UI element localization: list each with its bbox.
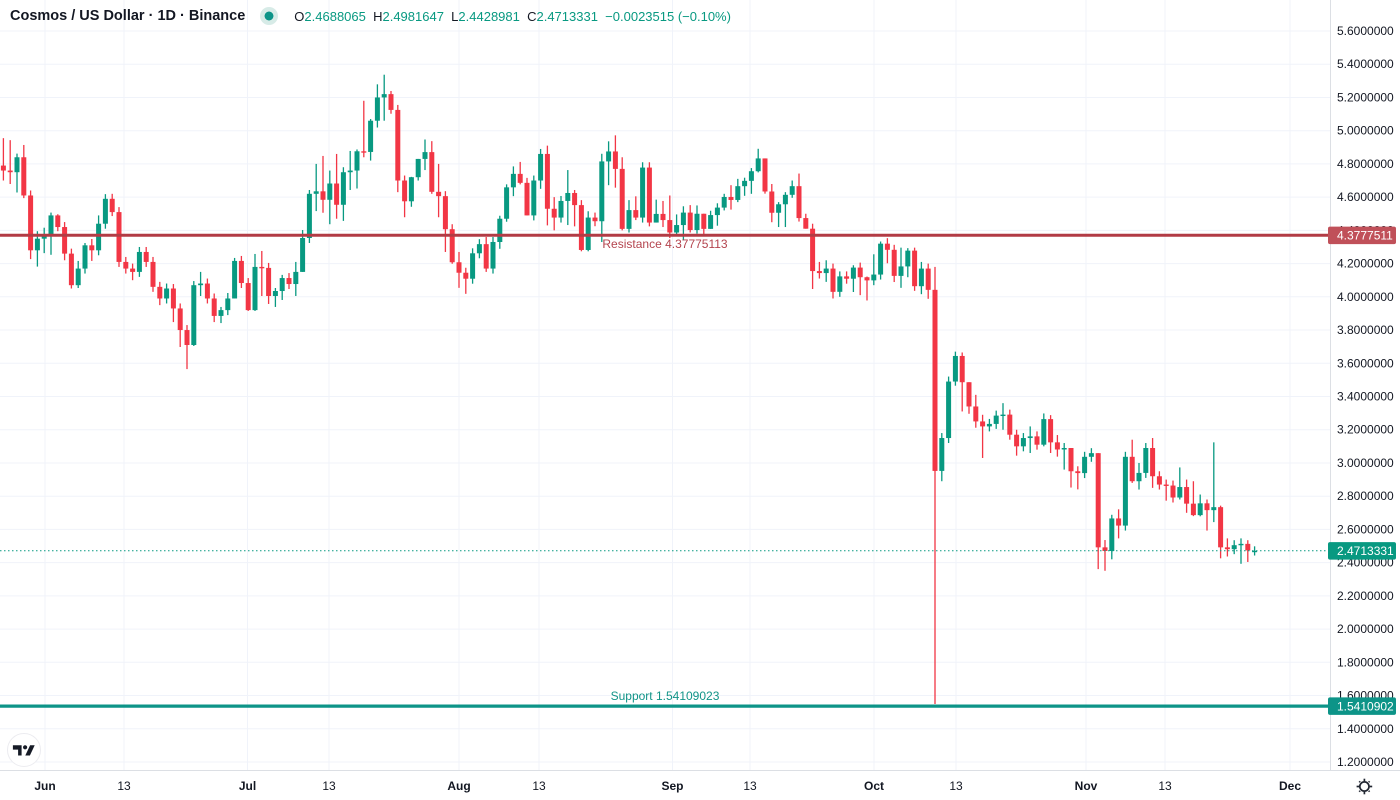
- svg-text:5.6000000: 5.6000000: [1337, 24, 1394, 38]
- svg-text:1.5410902: 1.5410902: [1337, 699, 1394, 713]
- svg-text:3.6000000: 3.6000000: [1337, 356, 1394, 370]
- svg-text:Jun: Jun: [34, 779, 55, 793]
- svg-text:13: 13: [1158, 779, 1172, 793]
- svg-text:Sep: Sep: [661, 779, 683, 793]
- svg-text:13: 13: [532, 779, 546, 793]
- svg-text:Support 1.54109023: Support 1.54109023: [611, 689, 720, 703]
- svg-text:3.0000000: 3.0000000: [1337, 456, 1394, 470]
- svg-text:2.8000000: 2.8000000: [1337, 489, 1394, 503]
- svg-text:2.0000000: 2.0000000: [1337, 622, 1394, 636]
- svg-text:13: 13: [322, 779, 336, 793]
- svg-text:3.2000000: 3.2000000: [1337, 423, 1394, 437]
- svg-text:13: 13: [949, 779, 963, 793]
- svg-text:13: 13: [117, 779, 131, 793]
- svg-text:Oct: Oct: [864, 779, 884, 793]
- svg-text:1.4000000: 1.4000000: [1337, 722, 1394, 736]
- svg-text:4.6000000: 4.6000000: [1337, 190, 1394, 204]
- svg-text:3.4000000: 3.4000000: [1337, 390, 1394, 404]
- svg-text:3.8000000: 3.8000000: [1337, 323, 1394, 337]
- svg-text:Aug: Aug: [447, 779, 470, 793]
- svg-text:13: 13: [743, 779, 757, 793]
- svg-text:5.2000000: 5.2000000: [1337, 91, 1394, 105]
- svg-text:5.0000000: 5.0000000: [1337, 124, 1394, 138]
- svg-text:4.2000000: 4.2000000: [1337, 257, 1394, 271]
- svg-text:1.2000000: 1.2000000: [1337, 755, 1394, 769]
- svg-text:2.6000000: 2.6000000: [1337, 522, 1394, 536]
- svg-text:Dec: Dec: [1279, 779, 1301, 793]
- svg-text:Nov: Nov: [1075, 779, 1098, 793]
- svg-text:5.4000000: 5.4000000: [1337, 57, 1394, 71]
- svg-text:Resistance 4.37775113: Resistance 4.37775113: [602, 237, 728, 251]
- svg-text:1.8000000: 1.8000000: [1337, 655, 1394, 669]
- svg-text:4.0000000: 4.0000000: [1337, 290, 1394, 304]
- svg-text:Jul: Jul: [239, 779, 256, 793]
- svg-text:4.3777511: 4.3777511: [1337, 229, 1393, 243]
- svg-text:4.8000000: 4.8000000: [1337, 157, 1394, 171]
- svg-text:2.2000000: 2.2000000: [1337, 589, 1394, 603]
- svg-text:2.4713331: 2.4713331: [1337, 544, 1394, 558]
